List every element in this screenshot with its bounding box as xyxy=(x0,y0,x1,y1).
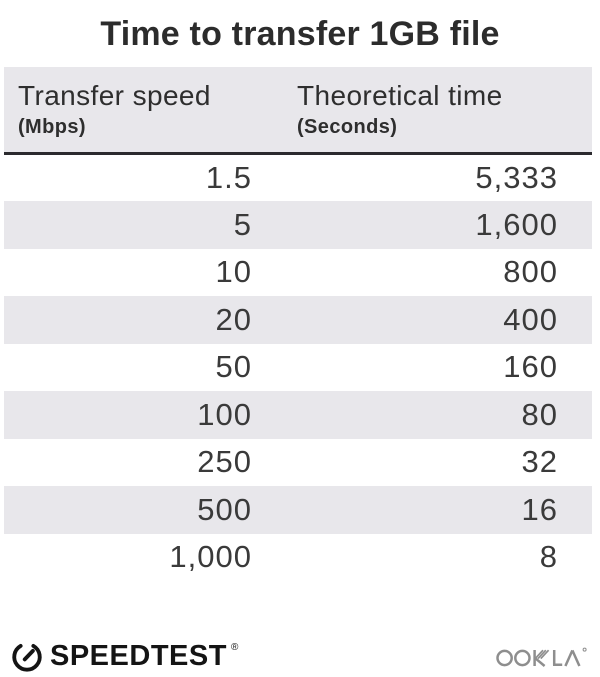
speedtest-gauge-icon xyxy=(12,643,42,672)
column-header-transfer-speed: Transfer speed (Mbps) xyxy=(4,67,285,154)
time-cell: 80 xyxy=(521,396,558,432)
table-row: 1.5 5,333 xyxy=(4,154,592,202)
speed-cell: 5 xyxy=(233,206,252,242)
time-cell: 8 xyxy=(539,539,558,575)
table-row: 250 32 xyxy=(4,439,592,487)
table-row: 20 400 xyxy=(4,296,592,344)
footer: SPEEDTEST ® OOKLA xyxy=(0,636,600,676)
time-cell: 5,333 xyxy=(475,160,558,195)
table-row: 10 800 xyxy=(4,249,592,297)
speed-cell: 50 xyxy=(215,349,252,385)
table-row: 5 1,600 xyxy=(4,201,592,249)
column-header-theoretical-time: Theoretical time (Seconds) xyxy=(285,67,592,154)
time-cell: 1,600 xyxy=(475,206,558,242)
time-cell: 16 xyxy=(521,491,558,527)
column-label: Transfer speed xyxy=(18,80,211,111)
speed-cell: 250 xyxy=(197,444,252,480)
infographic-page: Time to transfer 1GB file Transfer speed… xyxy=(0,13,600,677)
speed-cell: 1.5 xyxy=(205,160,252,195)
speedtest-logo: SPEEDTEST ® xyxy=(10,639,240,673)
time-cell: 800 xyxy=(503,254,558,290)
ookla-logo: OOKLA xyxy=(496,643,588,669)
column-label: Theoretical time xyxy=(297,80,503,111)
speed-cell: 20 xyxy=(215,301,252,337)
speed-cell: 10 xyxy=(215,254,252,290)
speedtest-wordmark: SPEEDTEST xyxy=(50,639,227,672)
time-cell: 400 xyxy=(503,301,558,337)
column-unit: (Seconds) xyxy=(297,116,398,138)
speed-cell: 1,000 xyxy=(169,539,252,575)
page-title: Time to transfer 1GB file xyxy=(100,15,500,53)
registered-trademark-icon: ® xyxy=(230,641,239,653)
speed-cell: 500 xyxy=(197,491,252,527)
table-row: 500 16 xyxy=(4,486,592,534)
time-cell: 32 xyxy=(521,444,558,480)
column-unit: (Mbps) xyxy=(18,116,86,138)
ookla-wordmark-icon xyxy=(496,647,587,667)
speed-cell: 100 xyxy=(197,396,252,432)
transfer-time-table: Transfer speed (Mbps) Theoretical time (… xyxy=(4,67,592,581)
table-row: 100 80 xyxy=(4,391,592,439)
table-header-row: Transfer speed (Mbps) Theoretical time (… xyxy=(4,67,592,154)
table-row: 1,000 8 xyxy=(4,534,592,582)
table-row: 50 160 xyxy=(4,344,592,392)
time-cell: 160 xyxy=(503,349,558,385)
